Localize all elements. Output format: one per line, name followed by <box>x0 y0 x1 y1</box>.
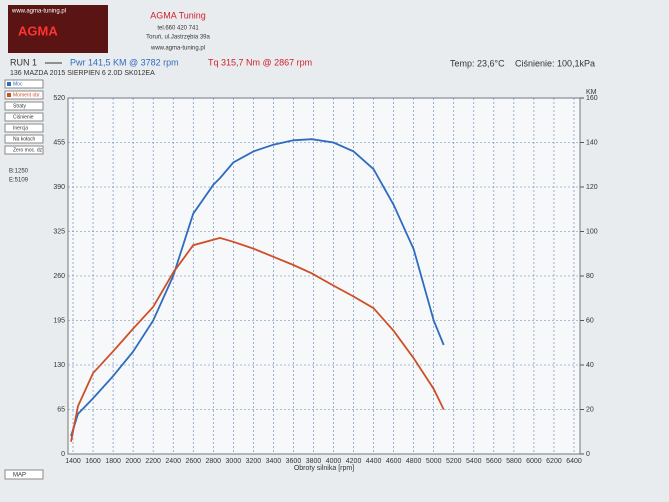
y-tick-label: 130 <box>53 362 65 369</box>
y2-tick-label: 120 <box>586 184 598 191</box>
y2-tick-label: 60 <box>586 317 594 324</box>
pressure: Ciśnienie: 100,1kPa <box>515 58 595 68</box>
logo-url: www.agma-tuning.pl <box>11 9 66 15</box>
x-tick-label: 5600 <box>486 458 502 465</box>
x-tick-label: 3200 <box>246 458 262 465</box>
x-tick-label: 3600 <box>286 458 302 465</box>
legend-button[interactable] <box>4 90 44 100</box>
x-tick-label: 4800 <box>406 458 422 465</box>
panel-label: Na kołach <box>13 136 35 142</box>
x-tick-label: 4000 <box>326 458 342 465</box>
x-tick-label: 4200 <box>346 458 362 465</box>
torque-peak: Tq 315,7 Nm @ 2867 rpm <box>208 57 312 67</box>
map-button[interactable] <box>4 469 44 480</box>
y-tick-label: 520 <box>53 95 65 102</box>
x-tick-label: 6400 <box>566 458 582 465</box>
y-tick-label: 0 <box>61 451 65 458</box>
series-line <box>70 138 445 437</box>
y-tick-label: 195 <box>53 317 65 324</box>
address: Toruń, ul.Jastrzębia 39a <box>146 35 210 41</box>
x-tick-label: 5800 <box>506 458 522 465</box>
x-tick-label: 4400 <box>366 458 382 465</box>
vehicle: 136 MAZDA 2015 SIERPIEN 6 2.0D SK012EA <box>10 70 155 77</box>
series-line <box>70 236 445 442</box>
x-tick-label: 1800 <box>105 458 121 465</box>
y2-tick-label: 100 <box>586 228 598 235</box>
x-tick-label: 4600 <box>386 458 402 465</box>
end: E:5109 <box>9 178 29 184</box>
y-tick-label: 455 <box>53 139 65 146</box>
x-tick-label: 3000 <box>226 458 242 465</box>
run: RUN 1 <box>10 57 37 67</box>
panel-label: Zero moc. dz <box>13 147 43 153</box>
legend-button[interactable] <box>4 79 44 89</box>
panel-button[interactable] <box>4 112 44 122</box>
legend-label: Moment obr. <box>13 92 41 98</box>
x-tick-label: 2400 <box>165 458 181 465</box>
x-tick-label: 3800 <box>306 458 322 465</box>
y-tick-label: 65 <box>57 406 65 413</box>
x-axis-label: Obroty silnika [rpm] <box>294 465 354 472</box>
y2-tick-label: 20 <box>586 406 594 413</box>
begin: B:1250 <box>9 169 29 175</box>
x-tick-label: 2000 <box>125 458 141 465</box>
x-tick-label: 5200 <box>446 458 462 465</box>
x-tick-label: 6200 <box>546 458 562 465</box>
x-tick-label: 2200 <box>145 458 161 465</box>
website: www.agma-tuning.pl <box>150 46 205 52</box>
logo-box <box>8 5 108 53</box>
legend-swatch <box>7 93 11 97</box>
legend-swatch <box>7 82 11 86</box>
legend-label: Moc <box>13 81 23 87</box>
logo: AGMA <box>18 23 58 38</box>
x-tick-label: 3400 <box>266 458 282 465</box>
y2-tick-label: 160 <box>586 95 598 102</box>
y-tick-label: 260 <box>53 273 65 280</box>
x-tick-label: 2600 <box>185 458 201 465</box>
y2-axis-label: KM <box>586 89 597 96</box>
map-label: MAP <box>13 473 26 479</box>
panel-label: Ciśnienie <box>13 114 34 120</box>
panel-button[interactable] <box>4 123 44 133</box>
y-tick-label: 390 <box>53 184 65 191</box>
x-tick-label: 2800 <box>205 458 221 465</box>
panel-button[interactable] <box>4 145 44 155</box>
panel-button[interactable] <box>4 101 44 111</box>
y2-tick-label: 0 <box>586 451 590 458</box>
y2-tick-label: 140 <box>586 139 598 146</box>
x-tick-label: 5000 <box>426 458 442 465</box>
power-peak: Pwr 141,5 KM @ 3782 rpm <box>70 57 179 67</box>
temperature: Temp: 23,6°C <box>450 58 505 68</box>
panel-button[interactable] <box>4 134 44 144</box>
phone: tel.660 420 741 <box>157 26 199 32</box>
panel-label: Straty <box>13 103 27 109</box>
x-tick-label: 5400 <box>466 458 482 465</box>
company: AGMA Tuning <box>150 10 206 20</box>
x-tick-label: 1400 <box>65 458 81 465</box>
panel-label: Inercja <box>13 125 28 131</box>
y-tick-label: 325 <box>53 228 65 235</box>
y2-tick-label: 40 <box>586 362 594 369</box>
x-tick-label: 1600 <box>85 458 101 465</box>
y2-tick-label: 80 <box>586 273 594 280</box>
x-tick-label: 6000 <box>526 458 542 465</box>
